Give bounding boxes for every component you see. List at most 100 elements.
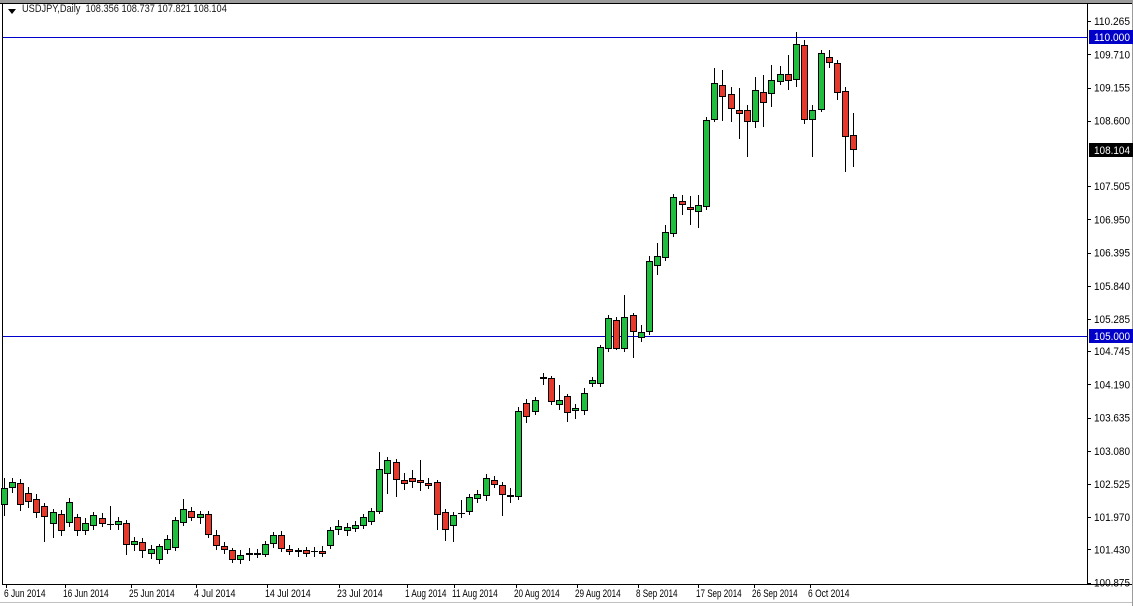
- candle: [172, 517, 179, 551]
- candle: [548, 376, 555, 405]
- candle: [335, 520, 342, 535]
- candle: [376, 452, 383, 514]
- candle: [246, 548, 253, 561]
- price-label: 101.430: [1094, 544, 1130, 556]
- candle: [82, 518, 89, 535]
- candle: [278, 531, 285, 552]
- price-label: 103.635: [1094, 413, 1130, 425]
- price-label: 109.710: [1094, 49, 1130, 61]
- candle: [123, 520, 130, 555]
- candle: [466, 494, 473, 515]
- candle: [156, 544, 163, 564]
- chart-title: USDJPY,Daily 108.356 108.737 107.821 108…: [22, 3, 227, 15]
- candle: [360, 514, 367, 529]
- candle: [556, 385, 563, 410]
- candle: [1, 478, 8, 516]
- candle: [180, 499, 187, 526]
- candles-layer: [1, 32, 857, 564]
- candle: [695, 195, 702, 228]
- candle: [842, 87, 849, 172]
- candle: [58, 510, 65, 536]
- date-label: 20 Aug 2014: [514, 588, 560, 600]
- candle: [670, 194, 677, 237]
- candle: [229, 548, 236, 563]
- title-ohlc: 108.356 108.737 107.821 108.104: [85, 3, 227, 15]
- candle: [9, 478, 16, 493]
- candle: [66, 498, 73, 527]
- candle: [768, 65, 775, 107]
- candle: [507, 488, 514, 503]
- candle: [646, 256, 653, 335]
- price-axis[interactable]: 110.265 109.710 109.155 108.600 107.505 106.9…: [1087, 16, 1133, 590]
- horizontal-levels: [3, 37, 1087, 337]
- candle: [662, 225, 669, 261]
- candle: [523, 399, 530, 423]
- candle: [572, 404, 579, 419]
- level-price-box-text: 110.000: [1094, 32, 1130, 44]
- collapse-arrow-icon[interactable]: [8, 9, 16, 14]
- candle: [719, 70, 726, 121]
- candle: [744, 105, 751, 157]
- candle: [425, 478, 432, 489]
- candle: [450, 512, 457, 542]
- date-label: 8 Sep 2014: [636, 588, 678, 600]
- candle: [515, 407, 522, 500]
- candle: [711, 68, 718, 122]
- date-label: 16 Jun 2014: [63, 588, 109, 600]
- candle: [139, 538, 146, 558]
- candle: [17, 479, 24, 511]
- candle: [679, 195, 686, 215]
- top-strip: [0, 0, 1133, 3]
- level-price-box-text: 105.000: [1094, 331, 1130, 343]
- candle: [728, 87, 735, 122]
- date-label: 6 Jun 2014: [4, 588, 46, 600]
- date-label: 29 Aug 2014: [575, 588, 621, 600]
- time-axis[interactable]: 6 Jun 2014 16 Jun 2014 25 Jun 2014 4 Jul 20…: [4, 585, 850, 600]
- price-label: 105.285: [1094, 314, 1130, 326]
- candle: [401, 473, 408, 490]
- candle: [409, 470, 416, 488]
- date-label: 6 Oct 2014: [808, 588, 850, 600]
- candle: [90, 512, 97, 530]
- candle: [188, 507, 195, 521]
- candle: [834, 60, 841, 100]
- candle: [605, 315, 612, 352]
- candle: [262, 541, 269, 557]
- price-label: 106.950: [1094, 214, 1130, 226]
- price-label: 105.840: [1094, 281, 1130, 293]
- last-price-box-text: 108.104: [1094, 145, 1130, 157]
- candle: [33, 494, 40, 518]
- candle: [237, 550, 244, 564]
- candle: [589, 377, 596, 387]
- candle: [352, 521, 359, 532]
- candle: [164, 535, 171, 554]
- candle: [818, 50, 825, 112]
- candle: [25, 487, 32, 508]
- candle: [499, 482, 506, 516]
- candle: [99, 513, 106, 527]
- candle: [777, 66, 784, 85]
- price-label: 100.875: [1094, 578, 1130, 590]
- candle: [205, 511, 212, 538]
- candle: [50, 509, 57, 538]
- candle: [801, 40, 808, 124]
- price-label: 106.395: [1094, 248, 1130, 260]
- candle: [491, 476, 498, 488]
- candle: [752, 77, 759, 128]
- date-label: 17 Sep 2014: [696, 588, 742, 600]
- candle: [344, 523, 351, 536]
- date-label: 25 Jun 2014: [129, 588, 175, 600]
- candle: [597, 345, 604, 387]
- last-price-box: 108.104: [1089, 143, 1133, 157]
- level-price-box: 105.000: [1089, 329, 1133, 343]
- date-label: 26 Sep 2014: [752, 588, 798, 600]
- candle: [736, 88, 743, 139]
- candle: [483, 474, 490, 501]
- date-label: 4 Jul 2014: [194, 588, 236, 600]
- candle: [474, 490, 481, 503]
- candle: [793, 32, 800, 87]
- title-symbol: USDJPY,Daily: [22, 3, 81, 15]
- candle: [826, 50, 833, 68]
